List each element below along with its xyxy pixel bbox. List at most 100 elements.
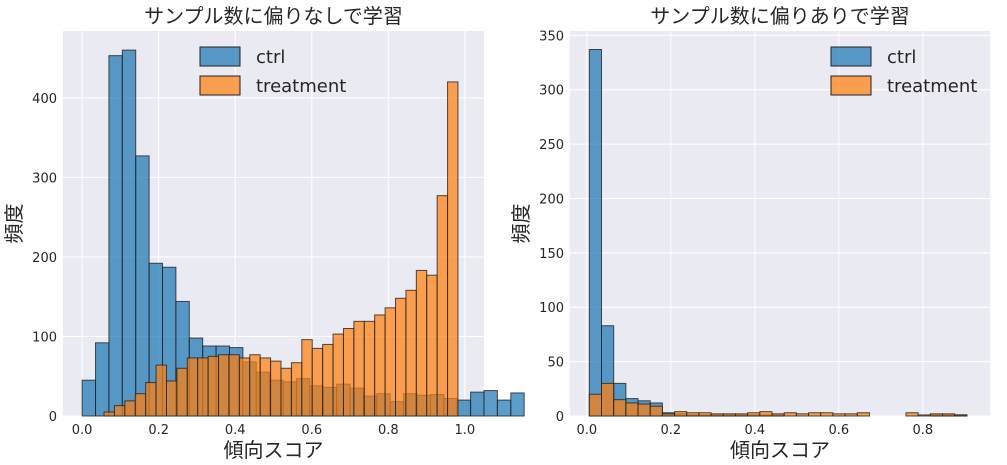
bar-treatment (259, 357, 272, 417)
bar-treatment (342, 328, 355, 417)
bar-treatment (601, 382, 615, 417)
bar-treatment (290, 362, 303, 417)
bar-ctrl (496, 399, 512, 417)
bar-treatment (207, 355, 220, 417)
y-tick-label: 100 (32, 330, 57, 345)
bar-ctrl (470, 391, 485, 417)
x-axis-label-left: 傾向スコア (224, 438, 324, 462)
x-axis-label-right: 傾向スコア (730, 438, 830, 462)
bar-treatment (311, 347, 324, 417)
bar-treatment (625, 402, 639, 417)
bar-treatment (686, 412, 700, 417)
x-tick-label: 0.6 (828, 423, 849, 438)
y-tick-label: 300 (539, 84, 564, 99)
bar-treatment (405, 289, 417, 417)
legend-swatch-treatment (199, 75, 241, 96)
bar-treatment (795, 413, 810, 417)
bar-treatment (661, 413, 676, 417)
legend-swatch-treatment (830, 75, 872, 96)
legend-right: ctrl treatment (830, 46, 977, 97)
y-tick-label: 350 (539, 29, 564, 44)
x-tick-label: 0.6 (301, 423, 322, 438)
bar-treatment (710, 413, 724, 417)
x-ticks-left: 0.0 0.2 0.4 0.6 0.8 1.0 (72, 423, 475, 438)
x-tick-label: 0.0 (72, 423, 93, 438)
bar-treatment (436, 195, 449, 417)
bar-treatment (613, 399, 627, 417)
bar-ctrl (483, 390, 498, 417)
bars-right (588, 48, 968, 417)
bar-treatment (649, 405, 663, 417)
y-axis-label-left: 頻度 (2, 204, 26, 244)
bar-treatment (176, 367, 188, 417)
y-tick-label: 200 (32, 251, 57, 266)
bar-ctrl (588, 48, 603, 417)
legend-swatch-ctrl (199, 46, 241, 67)
y-tick-label: 150 (539, 247, 564, 262)
bar-treatment (374, 314, 386, 417)
bar-treatment (954, 414, 968, 417)
chart-title-left: サンプル数に偏りなしで学習 (144, 4, 403, 28)
bar-treatment (165, 380, 178, 417)
bar-treatment (113, 405, 126, 417)
bar-treatment (332, 333, 344, 417)
bar-treatment (218, 354, 230, 417)
bar-treatment (856, 412, 870, 417)
bar-treatment (384, 307, 397, 417)
x-tick-label: 0.0 (576, 423, 597, 438)
bar-treatment (820, 412, 834, 417)
y-tick-label: 250 (539, 138, 564, 153)
bar-ctrl (108, 55, 123, 417)
bar-treatment (426, 274, 438, 417)
y-ticks-left: 0 100 200 300 400 (32, 92, 57, 425)
bar-treatment (783, 412, 797, 417)
legend-label-treatment: treatment (256, 76, 346, 97)
bar-treatment (929, 413, 944, 417)
bar-treatment (301, 339, 313, 417)
bar-ctrl (135, 155, 150, 417)
bar-treatment (771, 413, 785, 417)
bars-left (81, 49, 525, 417)
bar-treatment (124, 400, 136, 417)
bar-treatment (322, 343, 334, 417)
bar-treatment (917, 414, 931, 417)
x-tick-label: 0.2 (660, 423, 681, 438)
bar-treatment (186, 357, 199, 417)
bar-ctrl (456, 399, 472, 417)
bar-treatment (145, 382, 157, 417)
bar-treatment (447, 81, 459, 417)
bar-treatment (734, 413, 749, 417)
bar-ctrl (510, 392, 525, 417)
bar-treatment (844, 413, 858, 417)
bar-ctrl (121, 49, 137, 417)
bar-treatment (747, 412, 761, 417)
y-tick-label: 0 (49, 410, 57, 425)
y-tick-label: 50 (547, 356, 564, 371)
bar-treatment (395, 297, 407, 417)
chart-title-right: サンプル数に偏りありで学習 (650, 4, 909, 28)
bar-treatment (155, 364, 167, 417)
bar-ctrl (95, 342, 110, 417)
x-tick-label: 0.4 (225, 423, 246, 438)
bar-treatment (759, 411, 773, 417)
bar-treatment (832, 413, 846, 417)
legend-swatch-ctrl (830, 46, 872, 67)
bar-treatment (270, 360, 282, 417)
x-tick-label: 0.4 (744, 423, 765, 438)
bar-treatment (197, 357, 209, 417)
y-tick-label: 200 (539, 192, 564, 207)
bar-treatment (415, 269, 428, 417)
x-tick-label: 0.2 (148, 423, 169, 438)
y-axis-label-right: 頻度 (509, 204, 533, 244)
x-tick-label: 0.8 (912, 423, 933, 438)
bar-treatment (238, 357, 251, 417)
bar-treatment (103, 411, 115, 417)
bar-treatment (674, 411, 688, 417)
bar-ctrl (81, 379, 97, 417)
x-ticks-right: 0.0 0.2 0.4 0.6 0.8 (576, 423, 933, 438)
chart-right: 0.0 0.2 0.4 0.6 0.8 0 50 100 150 200 250 300 350 サン… (509, 4, 990, 462)
bar-treatment (249, 354, 261, 417)
bar-treatment (905, 412, 919, 417)
legend-label-ctrl: ctrl (256, 47, 285, 68)
